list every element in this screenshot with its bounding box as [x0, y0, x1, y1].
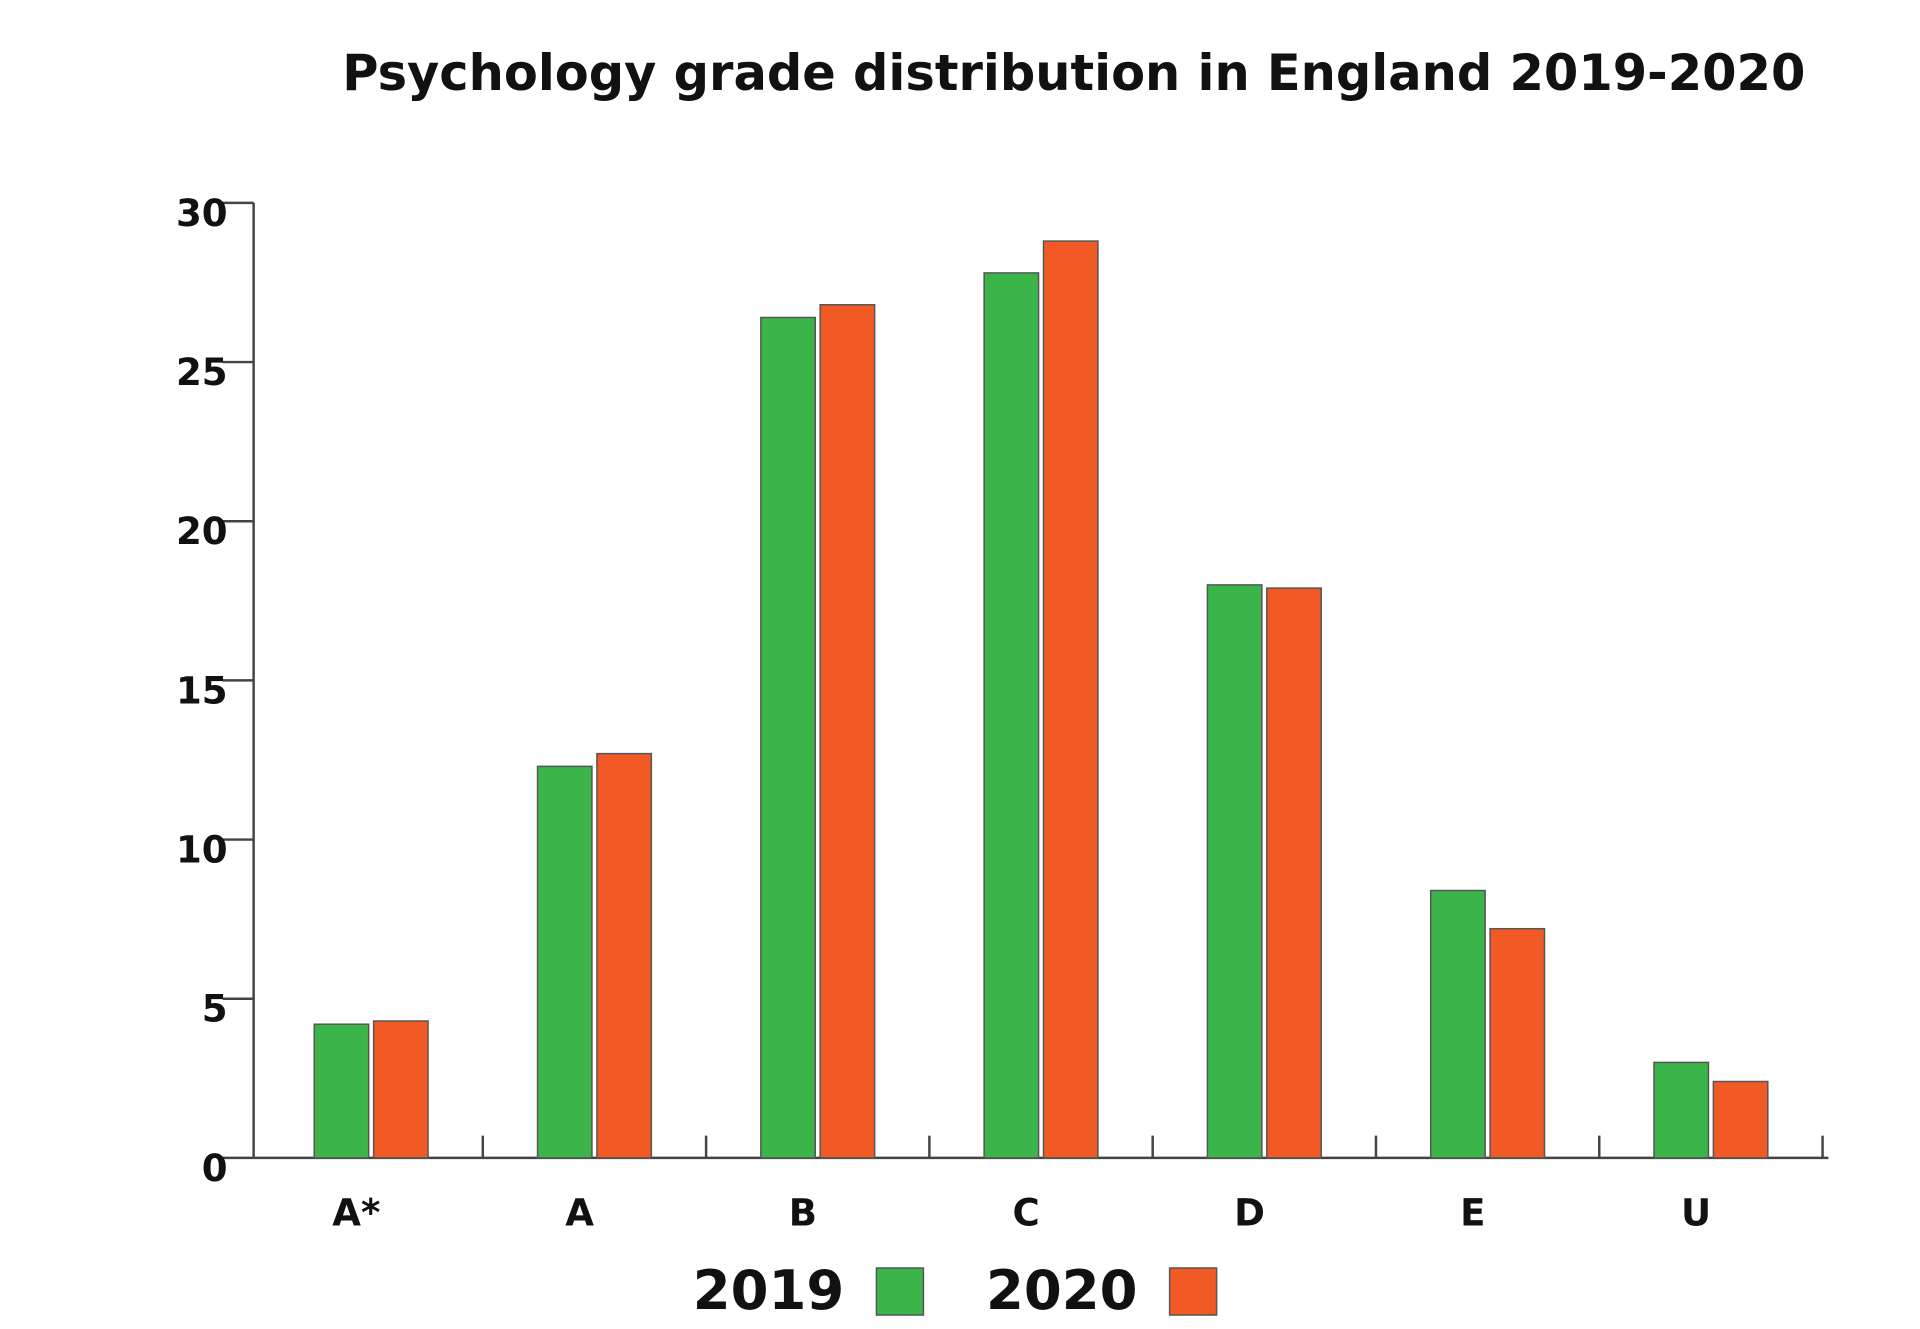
bar [760, 316, 817, 1159]
bar [536, 765, 593, 1159]
x-tick-label: A [565, 1191, 594, 1234]
y-tick-label: 15 [176, 669, 228, 712]
y-tick-label: 10 [176, 828, 228, 871]
bar [1489, 927, 1546, 1159]
x-tick-label: B [789, 1191, 817, 1234]
x-tick-label: E [1460, 1191, 1485, 1234]
bar [313, 1023, 370, 1159]
y-tick-label: 25 [176, 351, 228, 394]
x-tick-label: D [1234, 1191, 1265, 1234]
y-tick-label: 0 [202, 1147, 228, 1190]
legend-swatch [875, 1267, 925, 1316]
legend-swatch [1168, 1267, 1218, 1316]
y-tick-label: 20 [176, 510, 228, 553]
x-tick-label: C [1013, 1191, 1040, 1234]
x-tick-label: U [1681, 1191, 1711, 1234]
bar [1653, 1061, 1710, 1159]
bar [983, 272, 1040, 1159]
bar [1712, 1080, 1769, 1159]
bar [1266, 587, 1322, 1159]
bar [596, 752, 653, 1159]
bar [1042, 240, 1099, 1159]
x-tick-label: A* [332, 1191, 380, 1234]
y-tick-label: 5 [202, 988, 228, 1031]
y-tick-label: 30 [176, 192, 228, 235]
bar [1429, 889, 1486, 1159]
bar [372, 1020, 429, 1159]
legend-label: 2020 [986, 1258, 1137, 1322]
bar [819, 304, 876, 1159]
bar [1206, 584, 1263, 1159]
chart-title: Psychology grade distribution in England… [342, 44, 1805, 102]
legend-label: 2019 [693, 1258, 844, 1322]
